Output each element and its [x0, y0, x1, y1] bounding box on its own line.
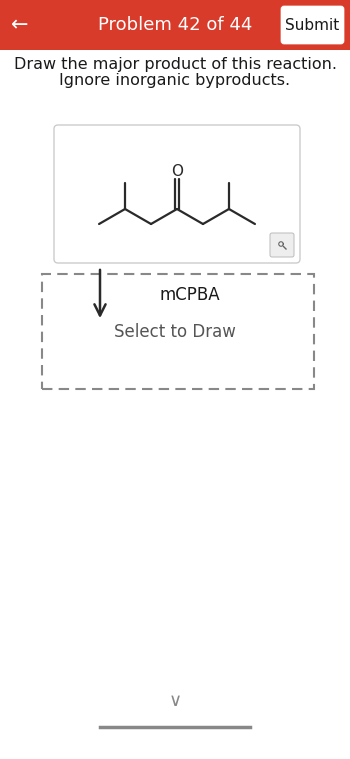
- FancyBboxPatch shape: [54, 125, 300, 263]
- Text: Problem 42 of 44: Problem 42 of 44: [98, 16, 252, 34]
- Text: ←: ←: [11, 15, 29, 35]
- Text: ∨: ∨: [168, 692, 182, 710]
- FancyBboxPatch shape: [42, 274, 314, 389]
- Text: Ignore inorganic byproducts.: Ignore inorganic byproducts.: [60, 74, 290, 89]
- Text: Select to Draw: Select to Draw: [114, 323, 236, 341]
- Text: mCPBA: mCPBA: [160, 286, 220, 304]
- Text: Submit: Submit: [285, 17, 340, 33]
- FancyBboxPatch shape: [270, 233, 294, 257]
- Text: O: O: [171, 163, 183, 178]
- Text: Draw the major product of this reaction.: Draw the major product of this reaction.: [14, 56, 336, 71]
- FancyBboxPatch shape: [0, 0, 350, 50]
- FancyBboxPatch shape: [281, 6, 344, 44]
